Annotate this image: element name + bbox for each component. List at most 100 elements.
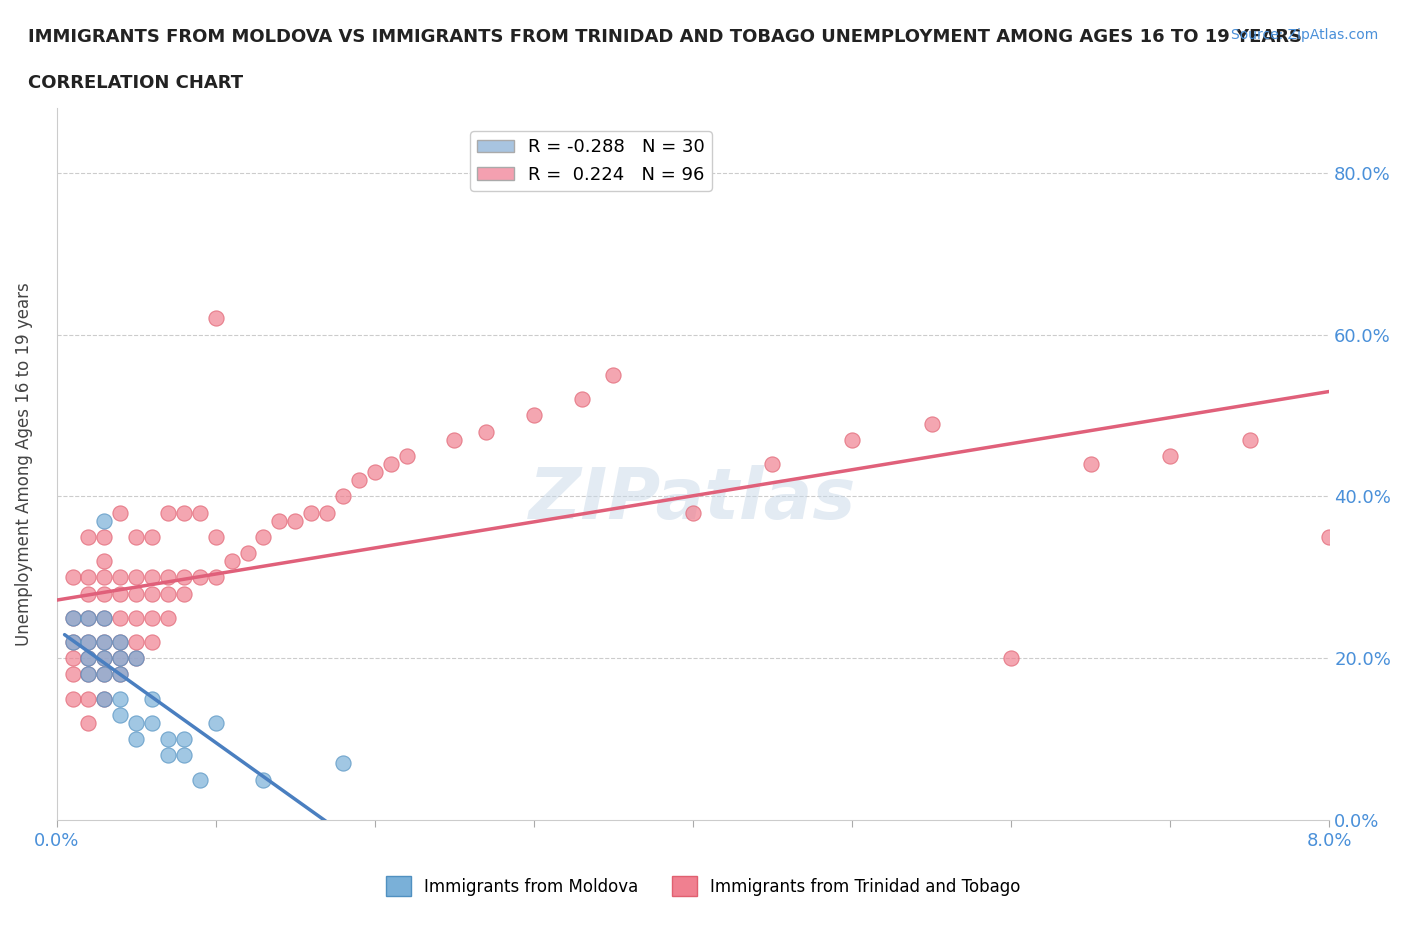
Point — [110, 651, 132, 666]
Point — [125, 529, 148, 544]
Point — [141, 529, 163, 544]
Point — [93, 610, 115, 625]
Point — [110, 570, 132, 585]
Point — [125, 570, 148, 585]
Point — [173, 732, 195, 747]
Point — [1080, 457, 1102, 472]
Point — [269, 513, 291, 528]
Point — [93, 634, 115, 649]
Point — [364, 465, 387, 480]
Text: CORRELATION CHART: CORRELATION CHART — [28, 74, 243, 92]
Point — [110, 634, 132, 649]
Point — [141, 715, 163, 730]
Point — [110, 586, 132, 601]
Point — [77, 610, 100, 625]
Point — [188, 505, 211, 520]
Point — [156, 610, 179, 625]
Point — [173, 748, 195, 763]
Point — [141, 586, 163, 601]
Point — [252, 772, 274, 787]
Legend: R = -0.288   N = 30, R =  0.224   N = 96: R = -0.288 N = 30, R = 0.224 N = 96 — [470, 131, 711, 191]
Point — [93, 651, 115, 666]
Point — [93, 570, 115, 585]
Point — [77, 691, 100, 706]
Point — [77, 610, 100, 625]
Point — [443, 432, 465, 447]
Point — [523, 408, 546, 423]
Point — [204, 715, 226, 730]
Point — [1317, 529, 1340, 544]
Point — [62, 570, 84, 585]
Point — [571, 392, 593, 406]
Point — [77, 634, 100, 649]
Point — [110, 651, 132, 666]
Point — [347, 472, 370, 487]
Point — [602, 367, 624, 382]
Point — [475, 424, 498, 439]
Point — [77, 586, 100, 601]
Point — [1159, 448, 1181, 463]
Point — [62, 651, 84, 666]
Point — [204, 529, 226, 544]
Point — [156, 748, 179, 763]
Point — [156, 732, 179, 747]
Point — [252, 529, 274, 544]
Text: IMMIGRANTS FROM MOLDOVA VS IMMIGRANTS FROM TRINIDAD AND TOBAGO UNEMPLOYMENT AMON: IMMIGRANTS FROM MOLDOVA VS IMMIGRANTS FR… — [28, 28, 1302, 46]
Point — [93, 667, 115, 682]
Point — [110, 667, 132, 682]
Point — [221, 553, 243, 568]
Point — [761, 457, 783, 472]
Point — [173, 570, 195, 585]
Point — [125, 651, 148, 666]
Point — [156, 586, 179, 601]
Point — [284, 513, 307, 528]
Point — [77, 570, 100, 585]
Legend: Immigrants from Moldova, Immigrants from Trinidad and Tobago: Immigrants from Moldova, Immigrants from… — [380, 870, 1026, 903]
Point — [204, 570, 226, 585]
Point — [332, 489, 354, 504]
Point — [62, 667, 84, 682]
Point — [110, 610, 132, 625]
Point — [62, 634, 84, 649]
Point — [93, 529, 115, 544]
Text: ZIPatlas: ZIPatlas — [529, 465, 856, 534]
Point — [93, 651, 115, 666]
Point — [110, 667, 132, 682]
Point — [141, 634, 163, 649]
Point — [93, 553, 115, 568]
Point — [77, 667, 100, 682]
Point — [841, 432, 863, 447]
Point — [77, 651, 100, 666]
Point — [77, 667, 100, 682]
Point — [395, 448, 418, 463]
Point — [125, 732, 148, 747]
Point — [236, 546, 259, 561]
Point — [156, 570, 179, 585]
Point — [125, 634, 148, 649]
Point — [125, 651, 148, 666]
Point — [62, 691, 84, 706]
Point — [125, 610, 148, 625]
Point — [125, 586, 148, 601]
Point — [141, 610, 163, 625]
Point — [1239, 432, 1261, 447]
Point — [93, 691, 115, 706]
Point — [93, 610, 115, 625]
Point — [110, 505, 132, 520]
Point — [93, 513, 115, 528]
Point — [141, 570, 163, 585]
Point — [110, 691, 132, 706]
Point — [188, 570, 211, 585]
Point — [93, 667, 115, 682]
Y-axis label: Unemployment Among Ages 16 to 19 years: Unemployment Among Ages 16 to 19 years — [15, 282, 32, 646]
Point — [93, 586, 115, 601]
Point — [332, 756, 354, 771]
Point — [93, 634, 115, 649]
Point — [682, 505, 704, 520]
Point — [173, 586, 195, 601]
Point — [316, 505, 339, 520]
Point — [77, 529, 100, 544]
Point — [77, 634, 100, 649]
Point — [93, 691, 115, 706]
Point — [110, 634, 132, 649]
